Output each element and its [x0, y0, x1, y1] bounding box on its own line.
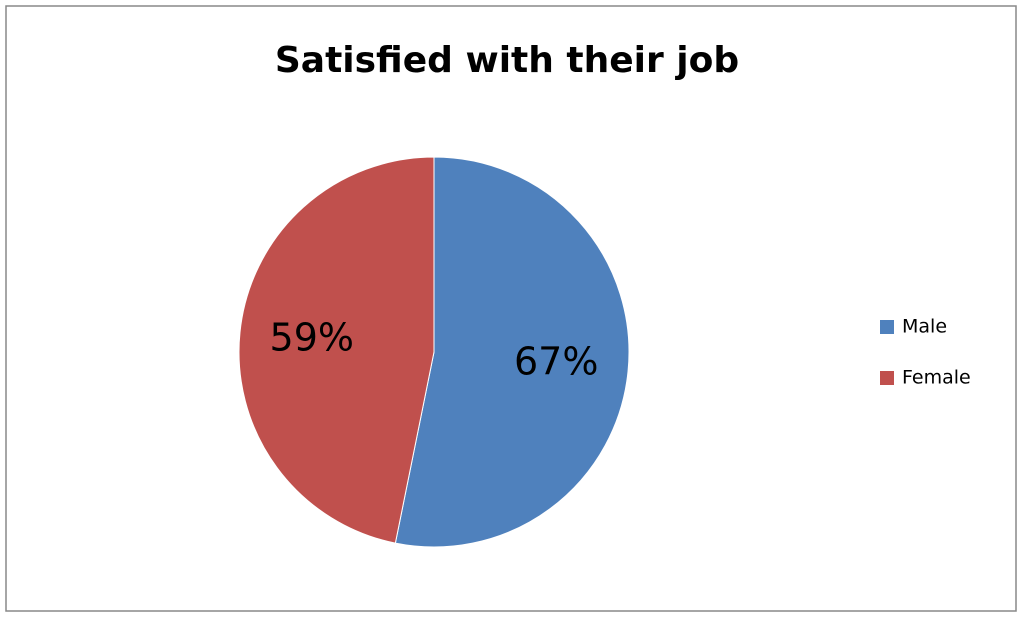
data-label: 67% — [514, 340, 598, 384]
legend-label: Male — [902, 316, 947, 338]
legend-label: Female — [902, 367, 971, 389]
data-label: 59% — [270, 315, 354, 359]
legend-swatch — [880, 371, 894, 385]
pie-slice — [238, 156, 435, 544]
pie-slice — [394, 156, 630, 548]
chart-title: Satisfied with their job — [275, 40, 739, 81]
legend-swatch — [880, 320, 894, 334]
